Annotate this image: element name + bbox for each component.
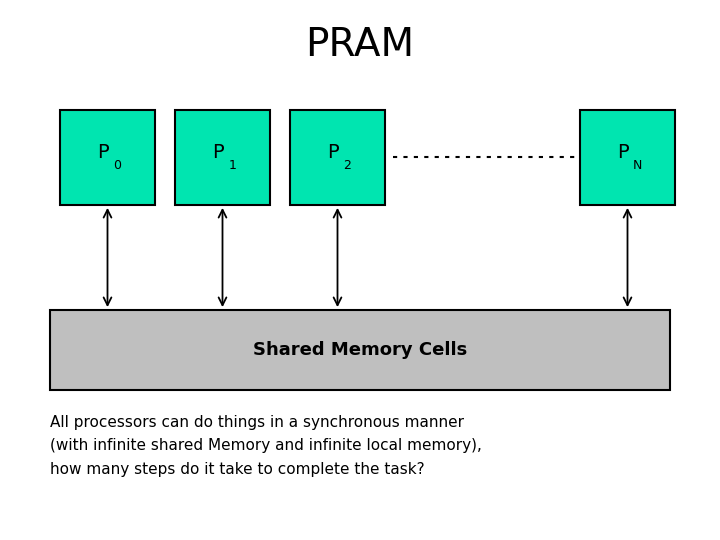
- Text: P: P: [96, 143, 108, 162]
- Text: 0: 0: [114, 159, 122, 172]
- Text: N: N: [633, 159, 642, 172]
- Bar: [175, 110, 270, 205]
- Text: 1: 1: [228, 159, 236, 172]
- Text: P: P: [327, 143, 338, 162]
- Text: Shared Memory Cells: Shared Memory Cells: [253, 341, 467, 359]
- Text: All processors can do things in a synchronous manner
(with infinite shared Memor: All processors can do things in a synchr…: [50, 415, 482, 477]
- Text: PRAM: PRAM: [305, 26, 415, 64]
- Bar: [290, 110, 385, 205]
- Text: P: P: [212, 143, 223, 162]
- Bar: [580, 110, 675, 205]
- Bar: [60, 110, 155, 205]
- Text: 2: 2: [343, 159, 351, 172]
- Text: P: P: [617, 143, 629, 162]
- Bar: [50, 310, 670, 390]
